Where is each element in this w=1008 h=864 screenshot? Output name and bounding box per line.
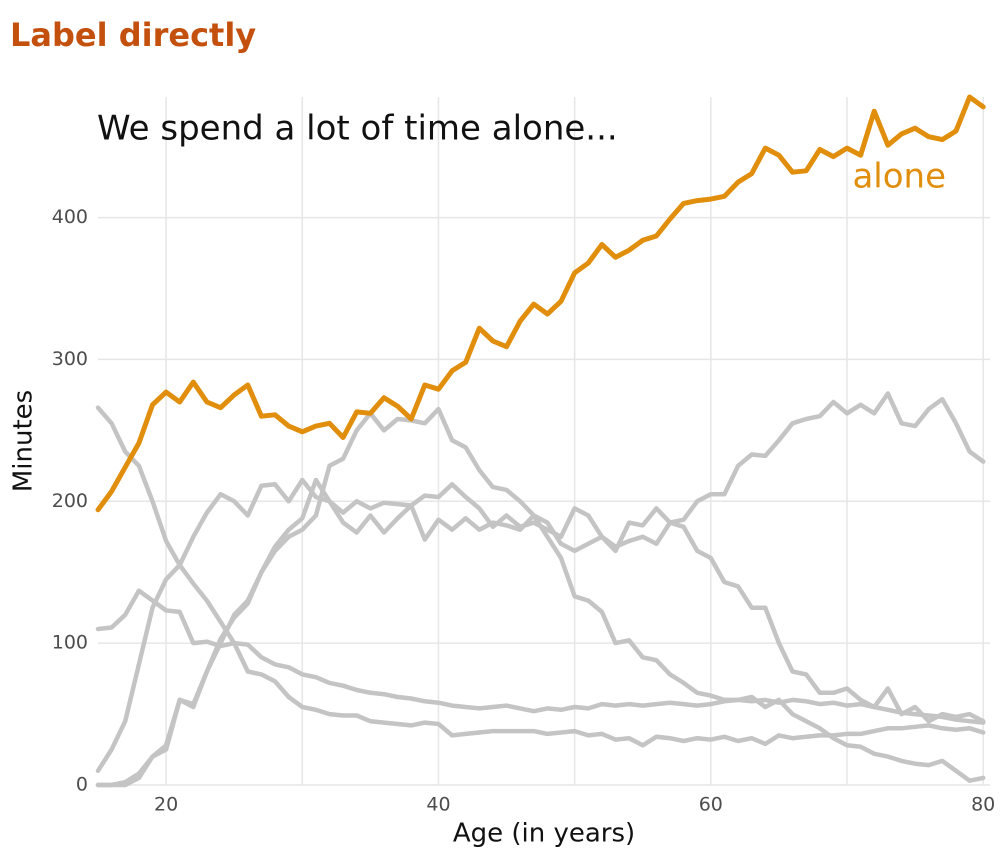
highlight-line — [95, 94, 986, 513]
y-tick-label: 300 — [52, 348, 88, 370]
y-tick-label: 400 — [52, 206, 88, 228]
x-tick-label: 60 — [699, 794, 723, 816]
context-line — [95, 405, 986, 725]
x-tick-label: 40 — [426, 794, 450, 816]
y-tick-label: 200 — [52, 490, 88, 512]
annotation: We spend a lot of time alone... — [97, 109, 618, 149]
y-tick-label: 100 — [52, 632, 88, 654]
grid — [98, 97, 990, 786]
x-axis-title: Age (in years) — [453, 819, 635, 849]
context-line — [95, 391, 986, 788]
context-line — [95, 588, 986, 748]
x-tick-label: 80 — [971, 794, 995, 816]
chart-title: Label directly — [10, 16, 256, 54]
direct-label: alone — [852, 157, 946, 197]
y-axis-title: Minutes — [9, 390, 39, 492]
x-tick-label: 20 — [154, 794, 178, 816]
y-tick-label: 0 — [76, 774, 88, 796]
context-line — [95, 406, 986, 788]
lines — [95, 94, 986, 788]
